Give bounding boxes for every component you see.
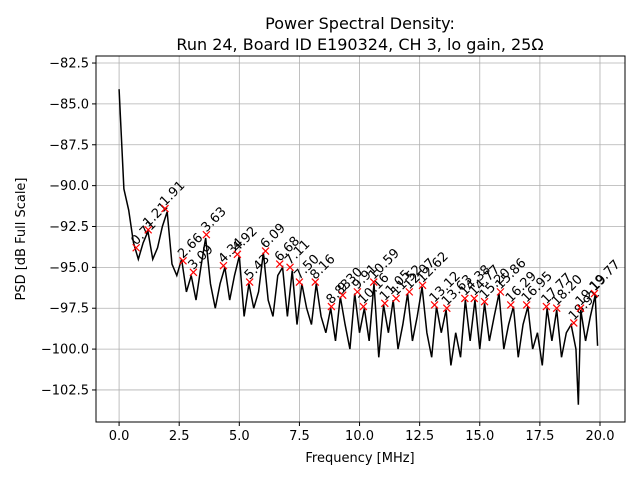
chart-subtitle: Run 24, Board ID E190324, CH 3, lo gain,… (176, 35, 543, 54)
peak-marker (380, 299, 389, 308)
peak-marker (430, 301, 439, 309)
peak-marker (460, 294, 469, 303)
peak-marker (179, 256, 187, 265)
y-tick-label: −102.5 (41, 383, 89, 398)
peak-marker (295, 278, 304, 286)
x-tick-label: 10.0 (345, 429, 374, 444)
x-tick-label: 20.0 (586, 429, 615, 444)
y-tick-label: −85.0 (49, 97, 89, 112)
x-tick-label: 2.5 (169, 429, 190, 444)
psd-line (118, 89, 599, 405)
peak-label: 3.63 (199, 204, 230, 235)
peak-marker (189, 268, 198, 277)
peak-marker (275, 260, 284, 269)
y-tick-label: −87.5 (49, 138, 89, 153)
peak-label: 4.92 (230, 224, 261, 255)
y-axis-label: PSD [dB Full Scale] (14, 177, 29, 300)
chart-title: Power Spectral Density: (265, 14, 455, 33)
peak-marker (590, 289, 599, 298)
peak-marker (506, 301, 515, 309)
peak-marker (405, 287, 414, 296)
peak-marker (233, 250, 242, 259)
y-tick-label: −90.0 (49, 179, 89, 194)
x-tick-label: 7.5 (289, 429, 310, 444)
peak-marker (202, 230, 211, 239)
peak-marker (245, 278, 254, 286)
peak-marker (470, 294, 479, 303)
peak-marker (369, 278, 378, 286)
y-tick-label: −100.0 (41, 343, 89, 358)
peak-marker (144, 225, 153, 234)
peak-marker (327, 302, 336, 311)
x-tick-label: 12.5 (405, 429, 434, 444)
peak-marker (576, 304, 585, 313)
peak-marker (132, 243, 141, 252)
peak-label: 1.91 (157, 178, 188, 209)
peak-marker (261, 247, 270, 255)
peak-marker (542, 302, 551, 311)
peak-marker (161, 204, 169, 213)
peak-marker (480, 297, 489, 306)
peak-marker (418, 281, 427, 290)
peak-marker (219, 261, 228, 270)
peak-marker (552, 304, 561, 313)
x-tick-label: 17.5 (525, 429, 554, 444)
peak-marker (442, 304, 451, 313)
x-tick-label: 0.0 (109, 429, 130, 444)
peak-marker (522, 301, 531, 309)
y-tick-label: −82.5 (49, 57, 89, 72)
peak-marker (392, 294, 401, 303)
x-tick-label: 15.0 (465, 429, 494, 444)
plot-frame (95, 55, 626, 423)
x-axis-label: Frequency [MHz] (305, 451, 414, 466)
peak-label: 19.77 (587, 257, 624, 294)
x-tick-label: 5.0 (229, 429, 250, 444)
peak-marker (569, 319, 578, 327)
y-tick-label: −97.5 (49, 302, 89, 317)
peak-marker (286, 263, 294, 272)
peak-marker (353, 287, 362, 296)
y-tick-label: −92.5 (49, 220, 89, 235)
peak-marker (338, 291, 347, 300)
peak-marker (311, 278, 320, 286)
y-tick-label: −95.0 (49, 261, 89, 276)
peak-marker (359, 302, 368, 311)
peak-marker (496, 287, 505, 296)
